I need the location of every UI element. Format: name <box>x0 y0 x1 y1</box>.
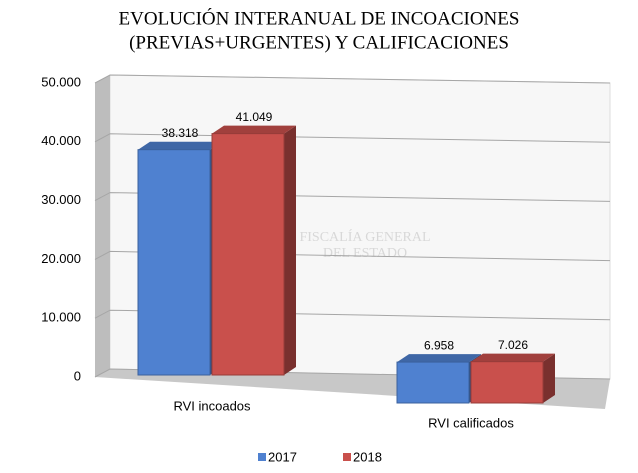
bar-front <box>211 133 285 376</box>
data-label: 6.958 <box>424 338 454 352</box>
bar <box>137 141 222 376</box>
legend-label: 2017 <box>268 449 297 464</box>
bar-top <box>471 353 555 362</box>
bar-top <box>212 125 296 134</box>
x-tick-label: RVI incoados <box>173 398 251 413</box>
watermark: FISCALÍA GENERAL <box>299 228 430 245</box>
y-tick-label: 10.000 <box>41 310 81 325</box>
bar-front <box>470 361 544 404</box>
data-label: 41.049 <box>236 110 273 124</box>
y-tick-label: 0 <box>74 368 81 383</box>
data-label: 7.026 <box>498 338 528 352</box>
chart-title: EVOLUCIÓN INTERANUAL DE INCOACIONES <box>119 7 520 29</box>
bar-front <box>396 361 470 404</box>
legend-swatch <box>258 453 266 461</box>
grid-line <box>94 74 611 84</box>
x-tick-label: RVI calificados <box>428 415 514 430</box>
data-label: 38.318 <box>162 126 199 140</box>
chart-title: (PREVIAS+URGENTES) Y CALIFICACIONES <box>129 32 509 53</box>
side-wall <box>95 75 110 377</box>
bar <box>470 353 555 404</box>
watermark: DEL ESTADO <box>323 246 407 261</box>
y-tick-label: 20.000 <box>41 251 81 266</box>
bar-side <box>284 125 296 375</box>
bar-front <box>137 149 211 376</box>
legend-swatch <box>343 453 351 461</box>
bar <box>396 354 481 404</box>
grid-line <box>94 192 611 202</box>
y-tick-label: 40.000 <box>41 133 81 148</box>
bar-side <box>543 353 555 403</box>
grid-line <box>94 309 611 321</box>
bar <box>211 125 296 376</box>
bar-top <box>138 141 222 150</box>
legend-label: 2018 <box>353 449 382 464</box>
bar-top <box>397 354 481 363</box>
grid-line <box>94 250 611 262</box>
y-tick-label: 30.000 <box>41 192 81 207</box>
grid-line <box>94 133 611 143</box>
y-tick-label: 50.000 <box>41 74 81 89</box>
